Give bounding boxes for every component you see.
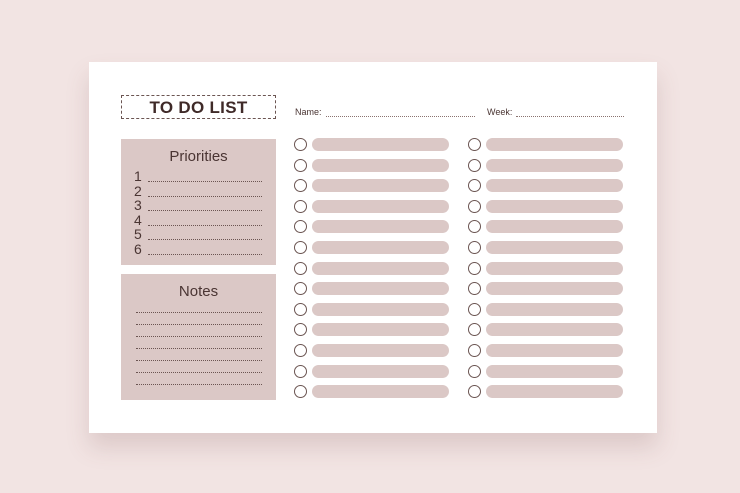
task-checkbox[interactable] [294,241,307,254]
task-entry-field[interactable] [486,199,623,213]
note-line[interactable] [136,360,262,361]
task-checkbox[interactable] [294,364,307,378]
task-entry-field[interactable] [312,138,449,151]
task-entry-field[interactable] [486,364,623,378]
task-checkbox[interactable] [294,385,307,399]
priority-number: 4 [134,211,142,228]
priority-number: 2 [134,182,142,199]
task-entry-field[interactable] [486,241,623,254]
priority-number: 1 [134,168,142,184]
week-line [516,108,624,117]
note-line[interactable] [136,336,262,337]
task-entry-field[interactable] [312,179,449,193]
priority-dotted-line [147,190,262,197]
task-entry-field[interactable] [312,199,449,213]
week-label: Week: [487,107,513,117]
task-checkbox[interactable] [294,179,307,193]
task-entry-field[interactable] [486,385,623,399]
task-entry-field[interactable] [486,179,623,193]
note-line[interactable] [136,384,262,385]
task-checkbox[interactable] [294,282,307,296]
priority-line[interactable]: 4 [134,211,262,228]
week-field[interactable]: Week: [487,107,624,117]
priority-number: 6 [134,241,142,257]
task-checkbox[interactable] [468,261,481,275]
notes-panel: Notes [121,274,276,400]
task-entry-field[interactable] [486,158,623,172]
task-checkbox[interactable] [294,261,307,275]
task-checkbox[interactable] [468,323,481,337]
task-entry-field[interactable] [312,261,449,275]
task-entry-field[interactable] [312,385,449,399]
task-checkbox[interactable] [294,138,307,151]
task-checkbox[interactable] [468,179,481,193]
priority-dotted-line [147,233,262,241]
priority-dotted-line [147,175,262,182]
priority-line[interactable]: 1 [134,168,262,184]
task-entry-field[interactable] [312,344,449,357]
task-checkbox[interactable] [468,158,481,172]
task-entry-field[interactable] [312,364,449,378]
task-checkbox[interactable] [294,199,307,213]
task-entry-field[interactable] [486,302,623,316]
task-checkbox[interactable] [468,364,481,378]
note-line[interactable] [136,312,262,313]
name-label: Name: [295,107,322,117]
priority-line[interactable]: 3 [134,197,262,214]
priority-dotted-line [147,219,262,226]
task-entry-field[interactable] [486,282,623,296]
notes-heading: Notes [178,283,219,300]
priority-line[interactable]: 6 [134,241,262,257]
note-line[interactable] [136,372,262,373]
task-entry-field[interactable] [486,220,623,234]
priority-dotted-line [147,248,262,255]
task-checkbox[interactable] [468,302,481,316]
task-entry-field[interactable] [312,323,449,337]
task-entry-field[interactable] [312,241,449,254]
task-checkbox[interactable] [294,158,307,172]
task-checkbox[interactable] [468,385,481,399]
task-entry-field[interactable] [486,344,623,357]
task-checkbox[interactable] [468,241,481,254]
name-line [325,108,475,117]
priority-line[interactable]: 5 [134,226,262,243]
name-field[interactable]: Name: [295,107,475,117]
task-checkbox[interactable] [468,138,481,151]
page-title: TO DO LIST [121,95,276,119]
note-line[interactable] [136,348,262,349]
task-checkbox[interactable] [468,282,481,296]
task-entry-field[interactable] [486,138,623,151]
task-entry-field[interactable] [486,323,623,337]
task-entry-field[interactable] [312,220,449,234]
task-entry-field[interactable] [312,282,449,296]
task-entry-field[interactable] [312,158,449,172]
task-checkbox[interactable] [468,199,481,213]
priorities-heading: Priorities [169,148,228,165]
task-checkbox[interactable] [294,220,307,234]
task-checkbox[interactable] [468,220,481,234]
task-checkbox[interactable] [294,302,307,316]
task-checkbox[interactable] [294,344,307,357]
priority-number: 5 [134,226,142,243]
priority-dotted-line [147,204,262,212]
priority-number: 3 [134,197,142,214]
priority-line[interactable]: 2 [134,182,262,199]
task-entry-field[interactable] [486,261,623,275]
task-checkbox[interactable] [294,323,307,337]
task-entry-field[interactable] [312,302,449,316]
note-line[interactable] [136,324,262,325]
task-checkbox[interactable] [468,344,481,357]
